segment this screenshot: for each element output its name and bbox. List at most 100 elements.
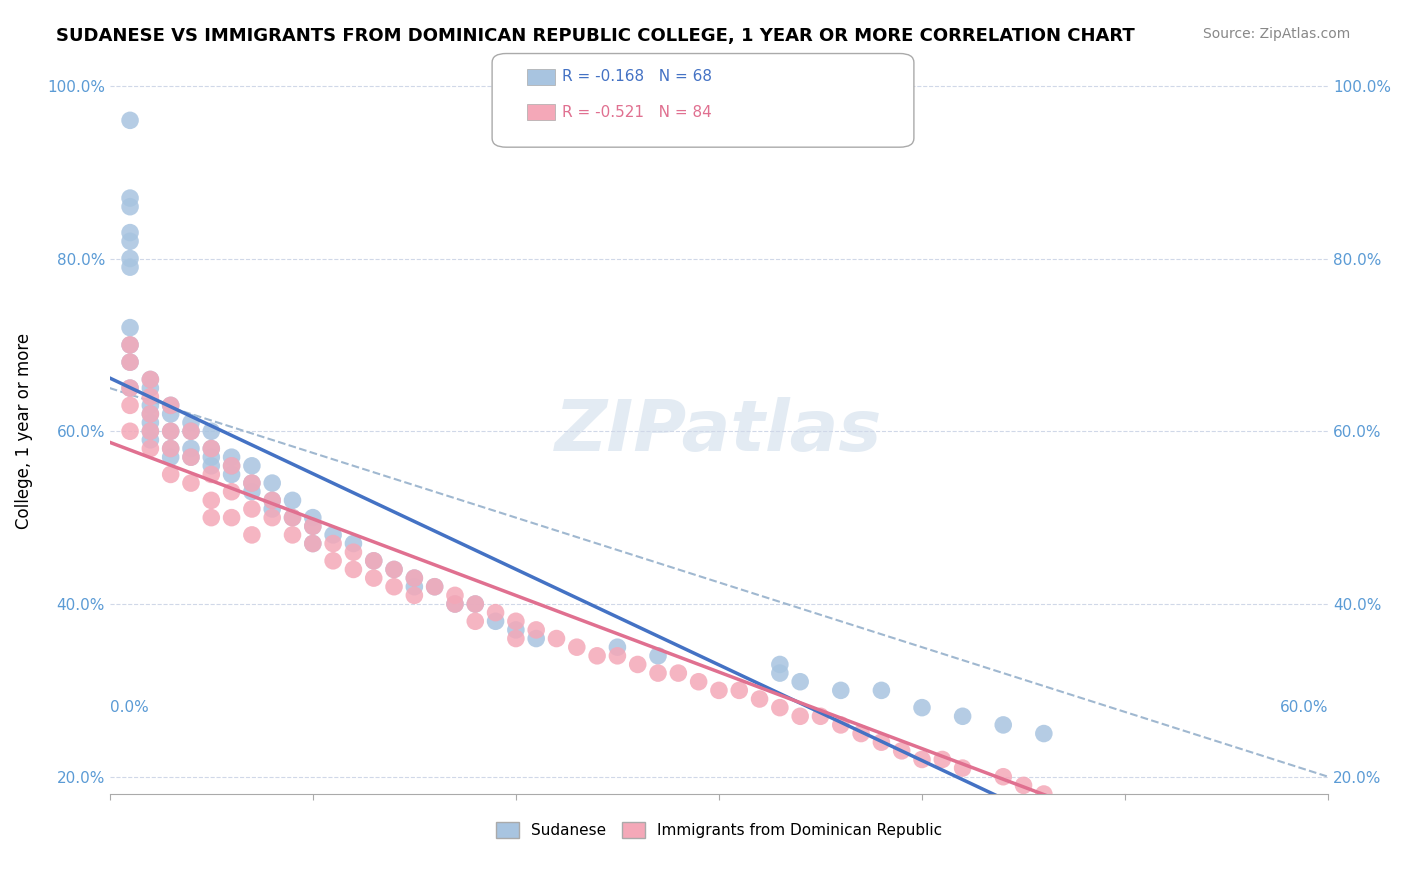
Point bbox=[993, 718, 1015, 732]
Point bbox=[240, 476, 263, 491]
Point bbox=[688, 674, 710, 689]
Point bbox=[666, 666, 689, 681]
Point bbox=[139, 433, 162, 447]
Point bbox=[180, 424, 202, 438]
Point bbox=[200, 458, 222, 473]
Point bbox=[464, 614, 486, 628]
Point bbox=[565, 640, 588, 655]
Point bbox=[911, 700, 934, 714]
Point bbox=[221, 467, 243, 482]
Point bbox=[301, 536, 323, 550]
Point bbox=[139, 372, 162, 386]
Point bbox=[444, 597, 467, 611]
Point bbox=[120, 234, 142, 248]
Point bbox=[404, 571, 426, 585]
Point bbox=[728, 683, 751, 698]
Point bbox=[120, 355, 142, 369]
Point bbox=[363, 554, 385, 568]
Text: ZIPatlas: ZIPatlas bbox=[555, 397, 883, 466]
Point bbox=[769, 657, 792, 672]
Point bbox=[810, 709, 832, 723]
Point bbox=[423, 580, 446, 594]
Point bbox=[931, 752, 953, 766]
Point bbox=[484, 614, 506, 628]
Point bbox=[120, 338, 142, 352]
Point bbox=[159, 398, 181, 412]
Point bbox=[301, 519, 323, 533]
Point bbox=[120, 398, 142, 412]
Point bbox=[281, 493, 304, 508]
Point bbox=[1296, 838, 1319, 853]
Point bbox=[180, 476, 202, 491]
Point bbox=[200, 442, 222, 456]
Point bbox=[139, 424, 162, 438]
Point bbox=[870, 735, 893, 749]
Point bbox=[262, 493, 284, 508]
Point bbox=[769, 666, 792, 681]
Text: R = -0.168   N = 68: R = -0.168 N = 68 bbox=[562, 70, 713, 84]
Point bbox=[120, 226, 142, 240]
Point bbox=[120, 381, 142, 395]
Point bbox=[281, 528, 304, 542]
Point bbox=[423, 580, 446, 594]
Point bbox=[606, 648, 628, 663]
Point bbox=[301, 510, 323, 524]
Point bbox=[1317, 856, 1340, 871]
Point bbox=[159, 442, 181, 456]
Point bbox=[200, 424, 222, 438]
Point bbox=[404, 588, 426, 602]
Point bbox=[322, 536, 344, 550]
Point bbox=[262, 502, 284, 516]
Point bbox=[221, 484, 243, 499]
Point bbox=[200, 467, 222, 482]
Point bbox=[240, 502, 263, 516]
Point bbox=[139, 390, 162, 404]
Point bbox=[1114, 796, 1136, 810]
Point bbox=[627, 657, 650, 672]
Point bbox=[505, 632, 527, 646]
Point bbox=[139, 381, 162, 395]
Point bbox=[159, 450, 181, 465]
Point bbox=[262, 510, 284, 524]
Text: SUDANESE VS IMMIGRANTS FROM DOMINICAN REPUBLIC COLLEGE, 1 YEAR OR MORE CORRELATI: SUDANESE VS IMMIGRANTS FROM DOMINICAN RE… bbox=[56, 27, 1135, 45]
Point bbox=[139, 424, 162, 438]
Point bbox=[1012, 778, 1035, 792]
Point bbox=[200, 510, 222, 524]
Point bbox=[120, 338, 142, 352]
Point bbox=[139, 442, 162, 456]
Point bbox=[849, 726, 872, 740]
Point bbox=[200, 442, 222, 456]
Point bbox=[322, 554, 344, 568]
Point bbox=[707, 683, 730, 698]
Point bbox=[120, 260, 142, 275]
Point bbox=[546, 632, 568, 646]
Point bbox=[120, 200, 142, 214]
Point bbox=[830, 718, 852, 732]
Point bbox=[120, 191, 142, 205]
Point bbox=[240, 476, 263, 491]
Point bbox=[120, 252, 142, 266]
Point bbox=[120, 424, 142, 438]
Point bbox=[120, 113, 142, 128]
Point bbox=[221, 458, 243, 473]
Point bbox=[382, 562, 405, 576]
Point bbox=[769, 700, 792, 714]
Point bbox=[159, 407, 181, 421]
Point bbox=[180, 416, 202, 430]
Point bbox=[890, 744, 912, 758]
Point bbox=[952, 709, 974, 723]
Point bbox=[281, 510, 304, 524]
Point bbox=[342, 545, 364, 559]
Point bbox=[1154, 805, 1177, 819]
Point bbox=[240, 458, 263, 473]
Point bbox=[382, 580, 405, 594]
Point bbox=[159, 442, 181, 456]
Point bbox=[240, 484, 263, 499]
Point bbox=[830, 683, 852, 698]
Text: R = -0.521   N = 84: R = -0.521 N = 84 bbox=[562, 105, 713, 120]
Point bbox=[952, 761, 974, 775]
Point bbox=[159, 424, 181, 438]
Point bbox=[139, 416, 162, 430]
Point bbox=[322, 528, 344, 542]
Point bbox=[139, 372, 162, 386]
